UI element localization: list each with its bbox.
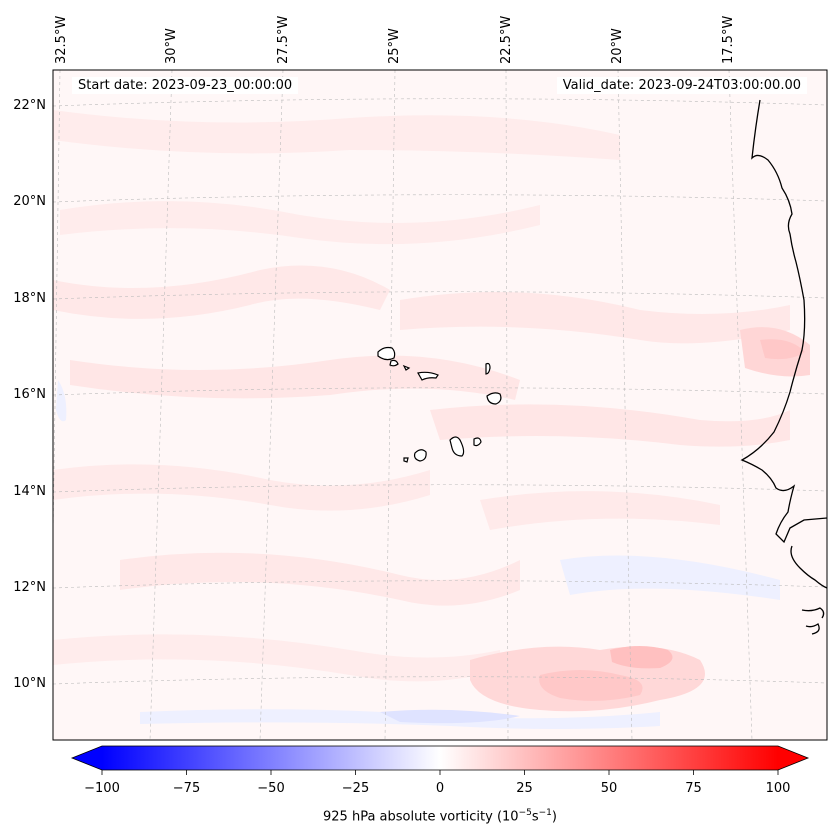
island-sao-nicolau bbox=[417, 371, 439, 381]
start-date-label: Start date: 2023-09-23_00:00:00 bbox=[72, 77, 299, 94]
colorbar-tick-label: 25 bbox=[516, 781, 533, 796]
colorbar-tick-label: −50 bbox=[257, 781, 285, 796]
gridline-lon-30w bbox=[149, 70, 173, 740]
gridline-lat-16n bbox=[53, 387, 827, 396]
graticule bbox=[53, 70, 827, 740]
lon-label-25w: 25°W bbox=[387, 28, 402, 64]
gridline-lon-17-5w bbox=[728, 70, 753, 740]
colorbar-title-exp2: −1 bbox=[538, 808, 552, 818]
colorbar-tick-label: 0 bbox=[435, 781, 445, 796]
gridline-lat-22n bbox=[53, 98, 827, 107]
lon-label-30w: 30°W bbox=[164, 28, 179, 64]
colorbar-gradient bbox=[102, 746, 778, 770]
map-background bbox=[53, 70, 827, 740]
map-panel bbox=[53, 70, 827, 740]
colorbar-tick-label: 75 bbox=[685, 781, 702, 796]
gridline-lon-25w bbox=[384, 70, 396, 740]
colorbar-title-prefix: 925 hPa absolute vorticity (10 bbox=[323, 809, 519, 825]
lat-label-20n: 20°N bbox=[13, 194, 46, 209]
colorbar-tick-label: −75 bbox=[172, 781, 201, 796]
colorbar-tick-label: −100 bbox=[84, 781, 120, 796]
colorbar-tick-marks bbox=[101, 770, 779, 775]
gridline-lat-10n bbox=[53, 676, 827, 685]
lat-label-14n: 14°N bbox=[13, 484, 46, 499]
colorbar-title-unit: s bbox=[531, 809, 539, 825]
colorbar-low-extend bbox=[72, 746, 102, 770]
lat-label-12n: 12°N bbox=[13, 580, 46, 595]
african-coastline bbox=[740, 99, 827, 635]
colorbar bbox=[70, 745, 810, 775]
valid-date-label: Valid_date: 2023-09-24T03:00:00.00 bbox=[556, 77, 807, 94]
island-brava bbox=[403, 457, 409, 463]
colorbar-tick-label: 100 bbox=[765, 781, 791, 796]
cabo-verde-islands bbox=[377, 346, 502, 463]
island-boa-vista bbox=[486, 392, 502, 405]
island-fogo bbox=[413, 449, 427, 462]
gridline-lon-20w bbox=[617, 70, 633, 740]
lat-label-18n: 18°N bbox=[13, 291, 46, 306]
gridline-lat-20n bbox=[53, 194, 827, 203]
colorbar-title: 925 hPa absolute vorticity (10−5s−1) bbox=[323, 808, 557, 824]
gridline-lat-14n bbox=[53, 484, 827, 493]
colorbar-high-extend bbox=[778, 746, 808, 770]
colorbar-title-exp1: −5 bbox=[518, 808, 532, 818]
lon-label-22-5w: 22.5°W bbox=[499, 15, 514, 64]
island-santa-luzia bbox=[402, 364, 411, 371]
lon-label-27-5w: 27.5°W bbox=[276, 15, 291, 64]
gridline-lat-18n bbox=[53, 291, 827, 300]
colorbar-tick-label: 50 bbox=[600, 781, 618, 796]
lat-label-22n: 22°N bbox=[13, 98, 46, 113]
island-maio bbox=[473, 437, 482, 447]
vorticity-field bbox=[53, 110, 810, 729]
lat-label-10n: 10°N bbox=[13, 676, 46, 691]
gridline-lat-12n bbox=[53, 580, 827, 589]
lat-label-16n: 16°N bbox=[13, 387, 46, 402]
gridline-lon-27-5w bbox=[259, 70, 284, 740]
island-sal bbox=[485, 362, 491, 375]
lon-label-32-5w: 32.5°W bbox=[54, 15, 69, 64]
gridline-lon-22-5w bbox=[505, 70, 509, 740]
island-santiago bbox=[449, 436, 465, 457]
map-frame bbox=[52, 69, 828, 741]
lon-label-20w: 20°W bbox=[610, 28, 625, 64]
colorbar-title-suffix: ) bbox=[551, 809, 557, 825]
colorbar-tick-label: −25 bbox=[341, 781, 370, 796]
island-santo-antao bbox=[377, 346, 396, 361]
island-sao-vicente bbox=[389, 359, 399, 367]
lon-label-17-5w: 17.5°W bbox=[721, 15, 736, 64]
